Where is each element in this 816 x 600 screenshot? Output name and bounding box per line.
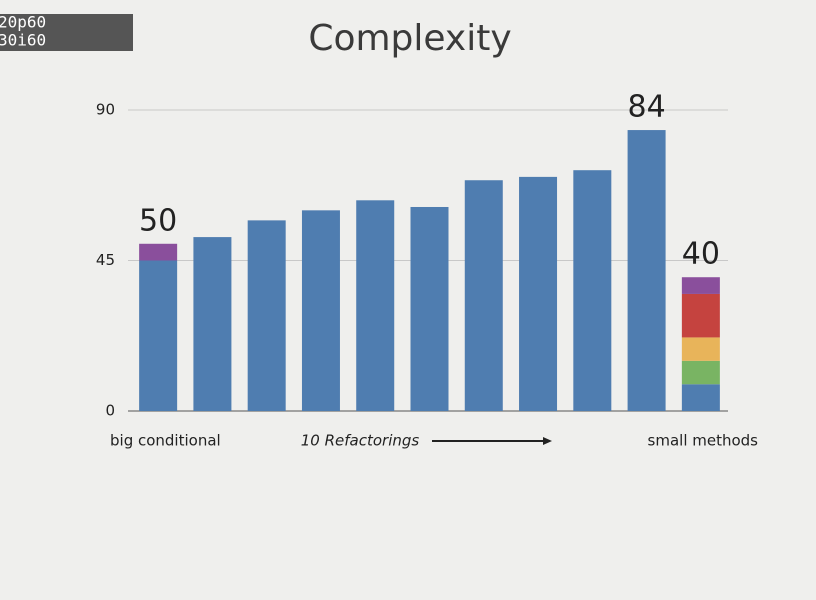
overlay-text: 30i60 — [0, 31, 46, 50]
bar-segment — [247, 220, 286, 411]
bar-segment — [464, 180, 503, 411]
overlay-box — [0, 14, 133, 51]
bar-segment — [627, 130, 666, 412]
bar-segment — [356, 200, 395, 411]
bar-segment — [681, 384, 720, 411]
total-label: 84 — [627, 90, 665, 125]
arrow-head — [543, 437, 552, 445]
bar-segment — [410, 206, 449, 411]
bar-segment — [681, 293, 720, 338]
bar-segment — [681, 337, 720, 361]
bar-segment — [139, 243, 178, 261]
total-label: 40 — [682, 237, 720, 272]
bar-segment — [139, 260, 178, 411]
axis-annotation: small methods — [648, 432, 759, 450]
y-tick-label: 45 — [96, 251, 115, 269]
total-label: 50 — [139, 203, 177, 238]
chart-title: Complexity — [308, 18, 511, 59]
axis-annotation: 10 Refactorings — [301, 432, 420, 450]
y-tick-label: 90 — [96, 101, 115, 119]
bar-segment — [301, 210, 340, 411]
bar-segment — [681, 277, 720, 294]
bar-segment — [519, 176, 558, 411]
y-tick-label: 0 — [105, 402, 115, 420]
bar-segment — [681, 360, 720, 385]
overlay-text: 20p60 — [0, 13, 46, 32]
axis-annotation: big conditional — [110, 432, 221, 450]
bar-segment — [573, 170, 612, 411]
bar-segment — [193, 237, 232, 411]
